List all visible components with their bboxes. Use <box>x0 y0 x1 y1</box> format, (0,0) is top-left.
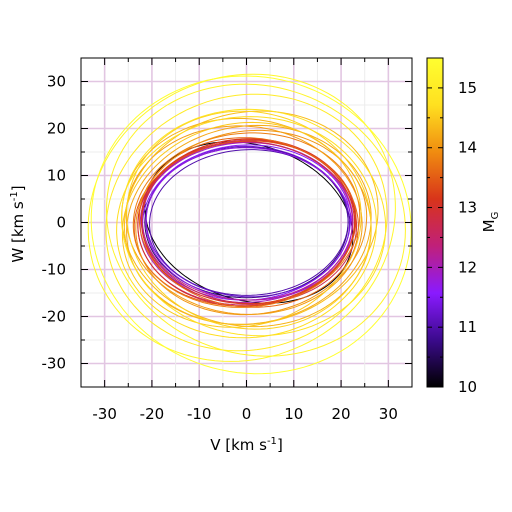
y-tick-label: 0 <box>56 214 66 232</box>
orbit-curve <box>126 124 372 325</box>
x-tick-label: 0 <box>242 405 252 423</box>
x-tick-label: 20 <box>332 405 351 423</box>
x-tick-label: 10 <box>284 405 303 423</box>
orbit-curve <box>105 93 388 352</box>
x-tick-label: -10 <box>187 405 212 423</box>
x-tick-label: 30 <box>379 405 398 423</box>
colorbar-tick-label: 12 <box>458 258 477 276</box>
orbit-curve <box>141 141 353 301</box>
orbit-curve <box>90 75 412 375</box>
x-tick-label: -30 <box>92 405 117 423</box>
x-tick-label: -20 <box>140 405 165 423</box>
orbit-curve <box>133 140 357 307</box>
orbit-curve <box>120 108 387 337</box>
orbit-curve <box>135 129 368 316</box>
colorbar-ticks: 10 11 12 13 14 15 <box>427 79 477 396</box>
x-axis-label: V [km s-1] <box>210 436 283 454</box>
orbit-curve <box>132 132 361 308</box>
y-tick-label: -20 <box>42 308 67 326</box>
y-tick-label: -10 <box>42 261 67 279</box>
orbit-curve <box>123 110 379 325</box>
orbit-curve <box>87 73 396 362</box>
y-axis-label: W [km s-1] <box>9 185 27 262</box>
y-tick-label: -30 <box>42 355 67 373</box>
y-tick-label: 30 <box>47 73 66 91</box>
orbit-curve <box>116 116 377 339</box>
axis-ticks: -30 -20 -10 0 10 20 30 -30 -20 -10 0 10 20 30 <box>42 57 413 423</box>
orbit-curve <box>105 83 406 357</box>
colorbar <box>426 57 444 388</box>
colorbar-label: MG <box>480 212 501 233</box>
colorbar-tick-label: 15 <box>458 79 477 97</box>
colorbar-tick-label: 11 <box>458 318 477 336</box>
orbit-curve <box>145 145 350 298</box>
orbit-curve <box>126 110 372 330</box>
orbit-curves <box>87 73 412 375</box>
y-tick-label: 20 <box>47 120 66 138</box>
colorbar-tick-label: 14 <box>458 139 477 157</box>
orbit-curve <box>138 137 359 308</box>
colorbar-tick-label: 13 <box>458 199 477 217</box>
colorbar-tick-label: 10 <box>458 378 477 396</box>
orbit-curve <box>121 121 362 328</box>
y-tick-label: 10 <box>47 167 66 185</box>
